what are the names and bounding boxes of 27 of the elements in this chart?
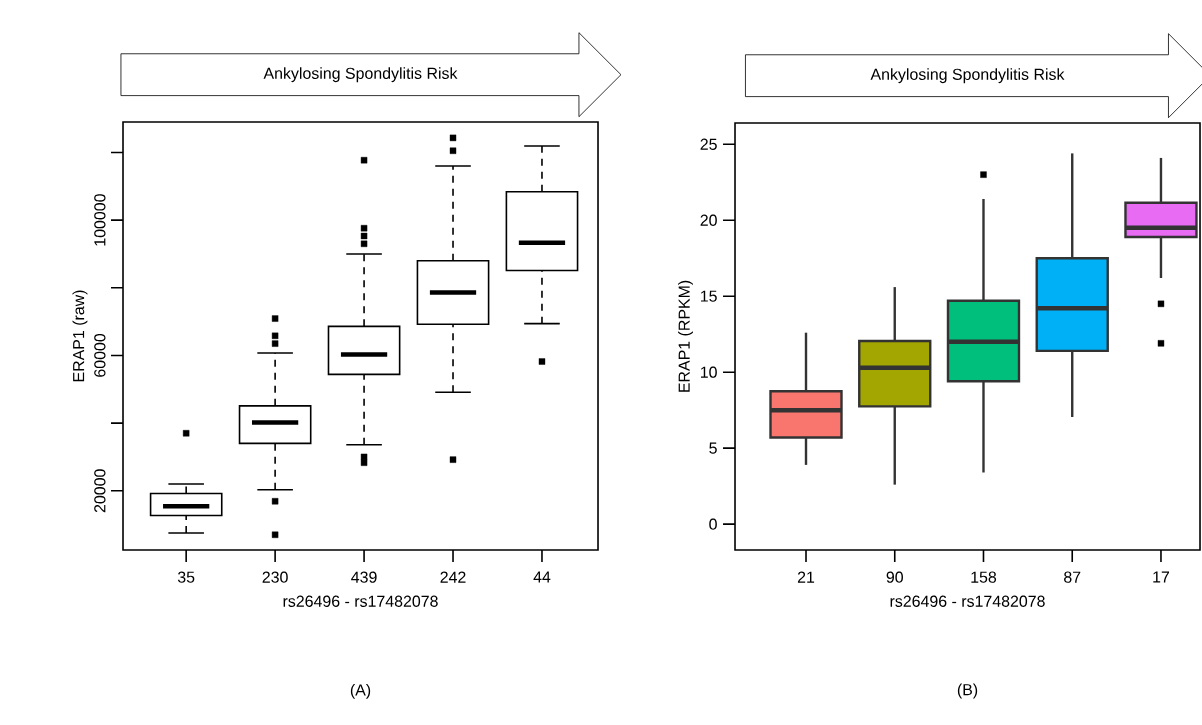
text: (A) — [350, 683, 371, 699]
y-tick-label: 20 — [700, 214, 717, 226]
x-tick-label: 242 — [440, 571, 466, 583]
x-tick-label: 439 — [351, 571, 377, 583]
x-axis-title: rs26496 - rs17482078 — [890, 595, 1045, 607]
y-tick-label: 15 — [700, 290, 717, 302]
y-tick-label: 10 — [700, 366, 717, 378]
text: (B) — [957, 683, 978, 699]
x-tick-label: 17 — [1153, 571, 1170, 583]
y-tick-label: 0 — [709, 518, 717, 530]
x-tick-label: 230 — [262, 571, 288, 583]
x-tick-label: 21 — [797, 571, 815, 583]
x-tick-label: 35 — [177, 571, 195, 583]
y-tick-label: 25 — [700, 138, 717, 150]
x-tick-label: 44 — [533, 571, 551, 583]
y-tick-label: 60000 — [94, 333, 106, 377]
y-tick-label: 20000 — [94, 469, 106, 513]
x-tick-label: 87 — [1064, 571, 1081, 583]
x-tick-label: 90 — [886, 571, 903, 583]
y-tick-label: 5 — [709, 442, 717, 454]
x-axis-title: rs26496 - rs17482078 — [283, 595, 438, 607]
chart-title: Ankylosing Spondylitis Risk — [870, 68, 1065, 84]
y-axis-title: ERAP1 (RPKM) — [678, 280, 693, 392]
y-tick-label: 100000 — [94, 194, 106, 246]
x-tick-label: 158 — [971, 571, 997, 583]
chart-title: Ankylosing Spondylitis Risk — [263, 67, 458, 83]
y-axis-title: ERAP1 (raw) — [72, 290, 88, 382]
